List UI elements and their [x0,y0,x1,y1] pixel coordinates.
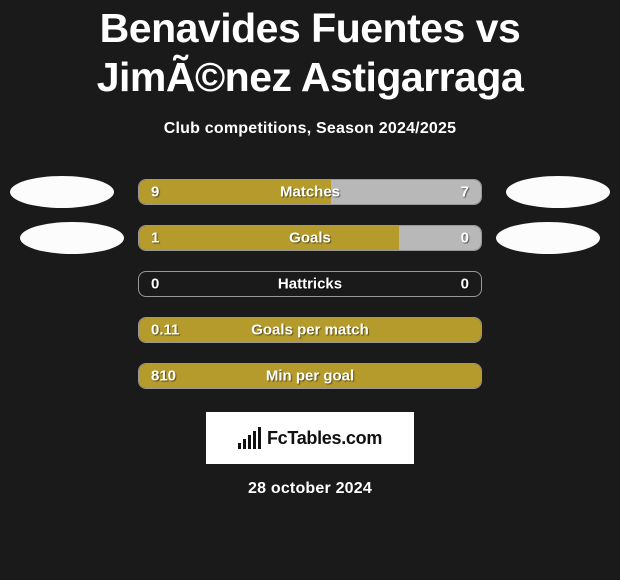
stat-label: Hattricks [278,276,342,293]
stat-bar: 1 Goals 0 [138,225,482,251]
subtitle: Club competitions, Season 2024/2025 [164,120,456,138]
stat-label: Matches [280,184,340,201]
stat-left-value: 0.11 [151,322,179,339]
fctables-logo: FcTables.com [206,412,414,464]
stat-left-value: 9 [151,184,159,201]
stat-label: Min per goal [266,368,354,385]
stat-bar: 9 Matches 7 [138,179,482,205]
stat-row: 0 Hattricks 0 [0,270,620,298]
comparison-card: Benavides Fuentes vs JimÃ©nez Astigarrag… [0,0,620,498]
logo-bars-icon [238,427,261,449]
stat-row: 0.11 Goals per match [0,316,620,344]
stats-list: 9 Matches 7 1 Goals 0 0 Hattricks 0 [0,178,620,390]
stat-right-value: 0 [461,276,469,293]
stat-row: 9 Matches 7 [0,178,620,206]
stat-bar: 0.11 Goals per match [138,317,482,343]
stat-right-value: 7 [461,184,469,201]
player-right-photo [496,222,600,254]
player-left-photo [20,222,124,254]
stat-left-value: 0 [151,276,159,293]
stat-bar: 810 Min per goal [138,363,482,389]
player-left-photo [10,176,114,208]
stat-row: 1 Goals 0 [0,224,620,252]
stat-row: 810 Min per goal [0,362,620,390]
stat-label: Goals per match [251,322,369,339]
player-right-photo [506,176,610,208]
page-title: Benavides Fuentes vs JimÃ©nez Astigarrag… [0,4,620,102]
stat-right-value: 0 [461,230,469,247]
logo-text: FcTables.com [267,428,382,449]
bar-left-fill [139,226,399,250]
date-label: 28 october 2024 [248,480,372,498]
stat-left-value: 1 [151,230,159,247]
stat-bar: 0 Hattricks 0 [138,271,482,297]
stat-left-value: 810 [151,368,176,385]
bar-right-fill [331,180,481,204]
stat-label: Goals [289,230,331,247]
